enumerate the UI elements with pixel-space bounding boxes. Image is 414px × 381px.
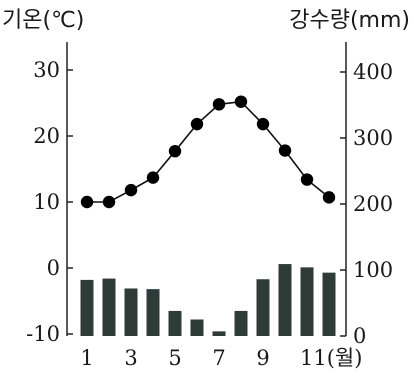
right-axis-ticks: 0 100 200 300 400 xyxy=(340,60,393,348)
precip-bar xyxy=(190,319,204,336)
temperature-point xyxy=(168,144,182,158)
precip-bar xyxy=(256,279,270,336)
precip-bar xyxy=(146,289,160,336)
precip-bar xyxy=(80,279,94,336)
x-tick-label: 9 xyxy=(256,346,269,370)
temperature-point xyxy=(124,183,138,197)
precip-bar xyxy=(322,272,336,336)
left-tick-label: 0 xyxy=(47,256,60,280)
precip-bar xyxy=(102,278,116,336)
left-tick-label: 10 xyxy=(33,190,60,214)
right-tick-label: 400 xyxy=(353,60,393,84)
precipitation-bars xyxy=(80,264,336,336)
temperature-point xyxy=(146,171,160,184)
precip-bar xyxy=(234,310,248,336)
temperature-line xyxy=(80,95,336,209)
precip-bar xyxy=(124,288,138,336)
right-tick-label: 200 xyxy=(353,192,393,216)
precip-bar xyxy=(278,264,292,336)
temperature-point xyxy=(322,191,336,204)
precip-bar xyxy=(212,331,226,336)
temperature-point xyxy=(190,117,204,131)
left-tick-label: 20 xyxy=(33,124,60,148)
temperature-point xyxy=(300,173,314,186)
left-axis-label: 기온(℃) xyxy=(2,8,84,33)
temperature-point xyxy=(234,95,248,108)
temperature-point xyxy=(80,195,94,209)
precip-bar xyxy=(168,310,182,336)
temperature-point xyxy=(256,117,270,131)
temperature-polyline xyxy=(87,100,330,203)
x-tick-label: 7 xyxy=(212,346,225,370)
x-tick-label: 11(월) xyxy=(300,346,362,370)
temperature-point xyxy=(278,144,292,157)
left-axis-ticks: -10 0 10 20 30 xyxy=(26,58,73,346)
right-tick-label: 300 xyxy=(353,126,393,150)
right-axis-label: 강수량(mm) xyxy=(289,8,410,33)
left-tick-label: -10 xyxy=(26,322,60,346)
right-tick-label: 0 xyxy=(353,324,366,348)
right-tick-label: 100 xyxy=(353,258,393,282)
temperature-point xyxy=(212,98,226,111)
x-tick-label: 5 xyxy=(168,346,181,370)
left-tick-label: 30 xyxy=(33,58,60,82)
x-tick-label: 1 xyxy=(80,346,93,370)
precip-bar xyxy=(300,267,314,336)
x-axis-ticks: 1 3 5 7 9 11(월) xyxy=(80,346,362,370)
x-tick-label: 3 xyxy=(124,346,137,370)
temperature-point xyxy=(102,195,116,209)
